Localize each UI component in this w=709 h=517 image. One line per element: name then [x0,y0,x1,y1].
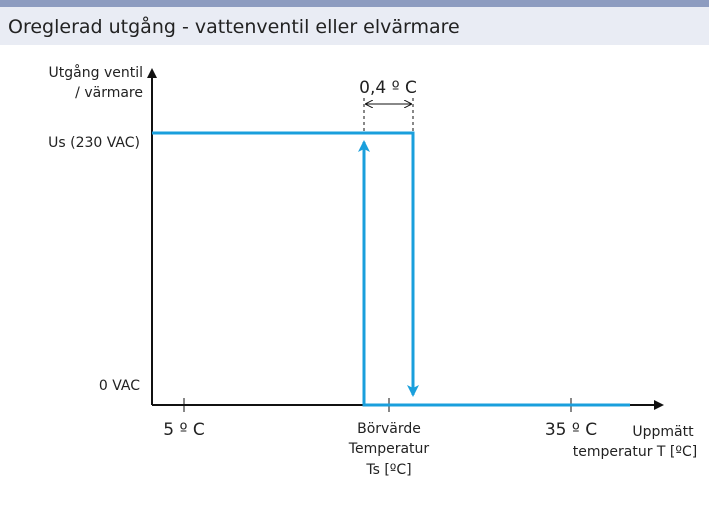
output-line-off [152,131,419,397]
level-label: 0 VAC [99,378,140,394]
x-tick-label: 5 º C [163,420,205,440]
header-band [0,7,709,45]
setpoint-label: Ts [ºC] [365,462,411,478]
title: Oreglerad utgång - vattenventil eller el… [8,15,460,38]
x-tick-label: 35 º C [545,420,597,440]
setpoint-label: Temperatur [348,441,430,457]
y-axis-label: / värmare [75,85,143,101]
hysteresis-label: 0,4 º C [359,78,417,98]
x-axis-label: Uppmätt [632,424,694,440]
setpoint-label: Börvärde [357,421,421,437]
top-bar [0,0,709,7]
y-axis-label: Utgång ventil [49,64,143,81]
x-axis-label: temperatur T [ºC] [573,444,697,460]
level-label: Us (230 VAC) [48,135,140,151]
output-line-on [358,140,630,407]
